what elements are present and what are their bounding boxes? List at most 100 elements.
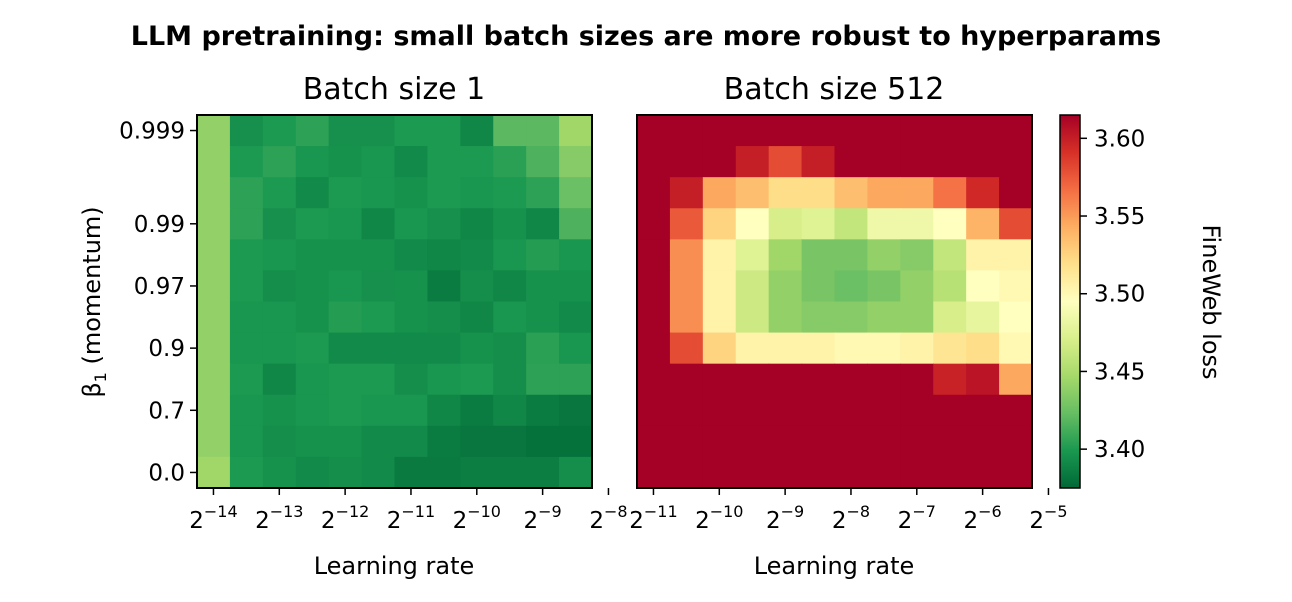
heatmap-cell [999,394,1033,427]
heatmap-cell [834,270,869,303]
heatmap-cell [801,208,836,240]
heatmap-cell [669,208,704,240]
colorbar-gradient [1059,114,1081,489]
heatmap-cell [933,146,967,178]
x-tick-exponent: −7 [912,502,936,521]
heatmap-cell [197,363,231,396]
heatmap-cell [933,177,967,209]
heatmap-cell [229,208,264,240]
heatmap-cell [427,332,461,365]
x-tick-base: 2 [766,508,781,534]
heatmap-cell [460,332,494,365]
heatmap-cell [559,239,593,272]
heatmap-cell [966,301,1000,334]
heatmap-cell [559,115,593,147]
heatmap-cell [768,332,803,365]
x-tick-exponent: −10 [467,502,501,521]
heatmap-cell [197,425,231,458]
heatmap-cell [197,208,231,240]
y-axis-label-symbol: β [78,382,106,397]
heatmap-cell [637,239,671,272]
heatmap-cell [669,363,704,396]
heatmap-cell [493,115,527,147]
heatmap-cell [867,177,901,209]
heatmap-cell [801,270,836,303]
heatmap-cell [460,301,494,334]
heatmap-cell [702,301,737,334]
heatmap-cell [702,239,737,272]
heatmap-cell [867,208,901,240]
heatmap-cell [460,394,494,427]
x-tick-label: 2−8 [589,502,627,534]
heatmap-cell [735,177,770,209]
heatmap-cell [262,363,297,396]
x-tick-base: 2 [898,508,913,534]
heatmap-cell [394,301,429,334]
heatmap-cell [328,425,363,458]
heatmap-cell [559,394,593,427]
y-tick-label: 0.0 [148,460,185,486]
heatmap-cell [526,115,560,147]
heatmap-cell [361,456,396,489]
heatmap-cell [801,425,836,458]
heatmap-cell [637,394,671,427]
heatmap-cell [637,177,671,209]
x-tick-exponent: −11 [401,502,435,521]
x-tick-base: 2 [589,508,604,534]
heatmap-cell [427,239,461,272]
heatmap-cell [933,270,967,303]
heatmap-cell [328,456,363,489]
heatmap-cell [559,425,593,458]
x-tick-exponent: −14 [204,502,238,521]
heatmap-cell [637,146,671,178]
heatmap-cell [262,456,297,489]
x-tick-base: 2 [387,508,402,534]
heatmap-cell [262,425,297,458]
heatmap-cell [427,394,461,427]
heatmap-cell [361,363,396,396]
y-tick-label: 0.99 [134,212,185,238]
colorbar-label: FineWeb loss [1197,224,1225,379]
heatmap-cell [735,301,770,334]
heatmap-cell [526,456,560,489]
heatmap-cell [427,115,461,147]
heatmap-cell [427,177,461,209]
heatmap-cell [559,146,593,178]
heatmap-cell [427,363,461,396]
heatmap-cell [768,456,803,489]
heatmap-cell [834,115,869,147]
heatmap-cell [900,363,934,396]
x-tick-label: 2−8 [832,502,870,534]
heatmap-cell [262,115,297,147]
heatmap-cell [361,425,396,458]
panel-batch-size-512: Batch size 512 2−11 2−10 2−9 2−8 2−7 2−6 2−5 L… [629,72,1067,580]
heatmap-cell [229,146,264,178]
heatmap-cell [361,332,396,365]
heatmap-cell [900,115,934,147]
heatmap-cell [493,363,527,396]
x-tick-base: 2 [321,508,336,534]
heatmap-cell [262,270,297,303]
heatmap-cell [295,425,330,458]
heatmap-cell [966,456,1000,489]
heatmap-cell [229,332,264,365]
heatmap-cell [834,363,869,396]
heatmap-cell [966,425,1000,458]
heatmap-cell [427,146,461,178]
heatmap-cell [669,425,704,458]
x-tick-base: 2 [964,508,979,534]
heatmap-cell [669,177,704,209]
heatmap-cell [394,115,429,147]
heatmap-cell [637,270,671,303]
heatmap-cell [702,146,737,178]
heatmap-cell [702,332,737,365]
heatmap-cell [999,115,1033,147]
y-ticks: 0.0 0.7 0.9 0.97 0.99 0.999 [119,119,197,486]
colorbar: 3.40 3.45 3.50 3.55 3.60 FineWeb loss [1059,114,1225,489]
x-tick-label: 2−11 [387,502,435,534]
panel-title: Batch size 1 [303,72,486,107]
heatmap-cell [669,301,704,334]
x-ticks: 2−14 2−13 2−12 2−11 2−10 2−9 2−8 [189,488,628,534]
x-tick-exponent: −6 [978,502,1002,521]
heatmap-cell [867,456,901,489]
